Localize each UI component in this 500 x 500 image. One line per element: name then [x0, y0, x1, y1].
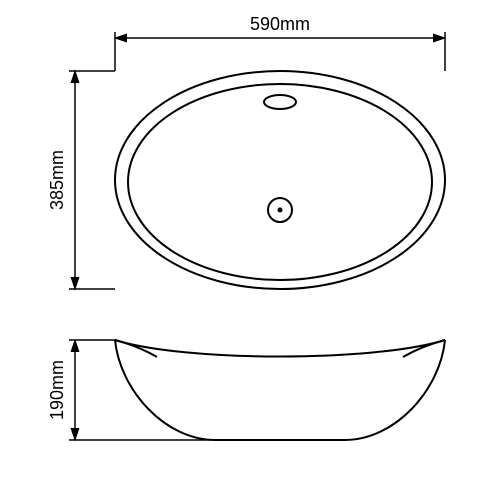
depth-label: 190mm	[47, 360, 67, 420]
side-rim-curve	[115, 340, 445, 357]
basin-outer-rim	[115, 71, 445, 289]
basin-technical-drawing: 590mm 385mm 190mm	[0, 0, 500, 500]
side-body-outline	[115, 340, 445, 440]
width-label: 590mm	[250, 14, 310, 34]
height-label: 385mm	[47, 150, 67, 210]
drain-center	[278, 208, 283, 213]
basin-inner-rim	[128, 84, 432, 280]
overflow-hole	[264, 95, 296, 109]
